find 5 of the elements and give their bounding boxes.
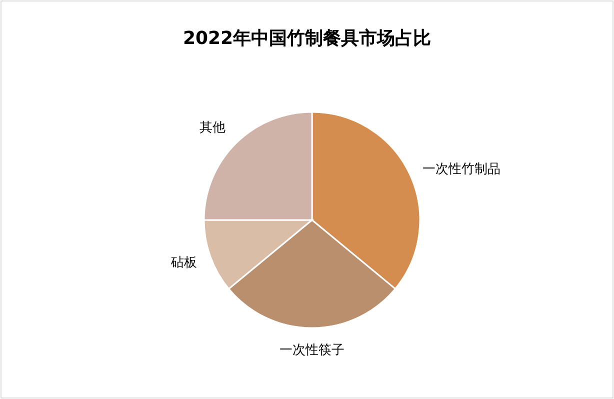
slice-label: 一次性筷子 [280,343,344,358]
slice-label: 一次性竹制品 [422,162,500,178]
slice-label: 砧板 [170,255,198,270]
chart-title: 2022年中国竹制餐具市场占比 [182,28,432,49]
slice-label: 其他 [200,120,226,136]
